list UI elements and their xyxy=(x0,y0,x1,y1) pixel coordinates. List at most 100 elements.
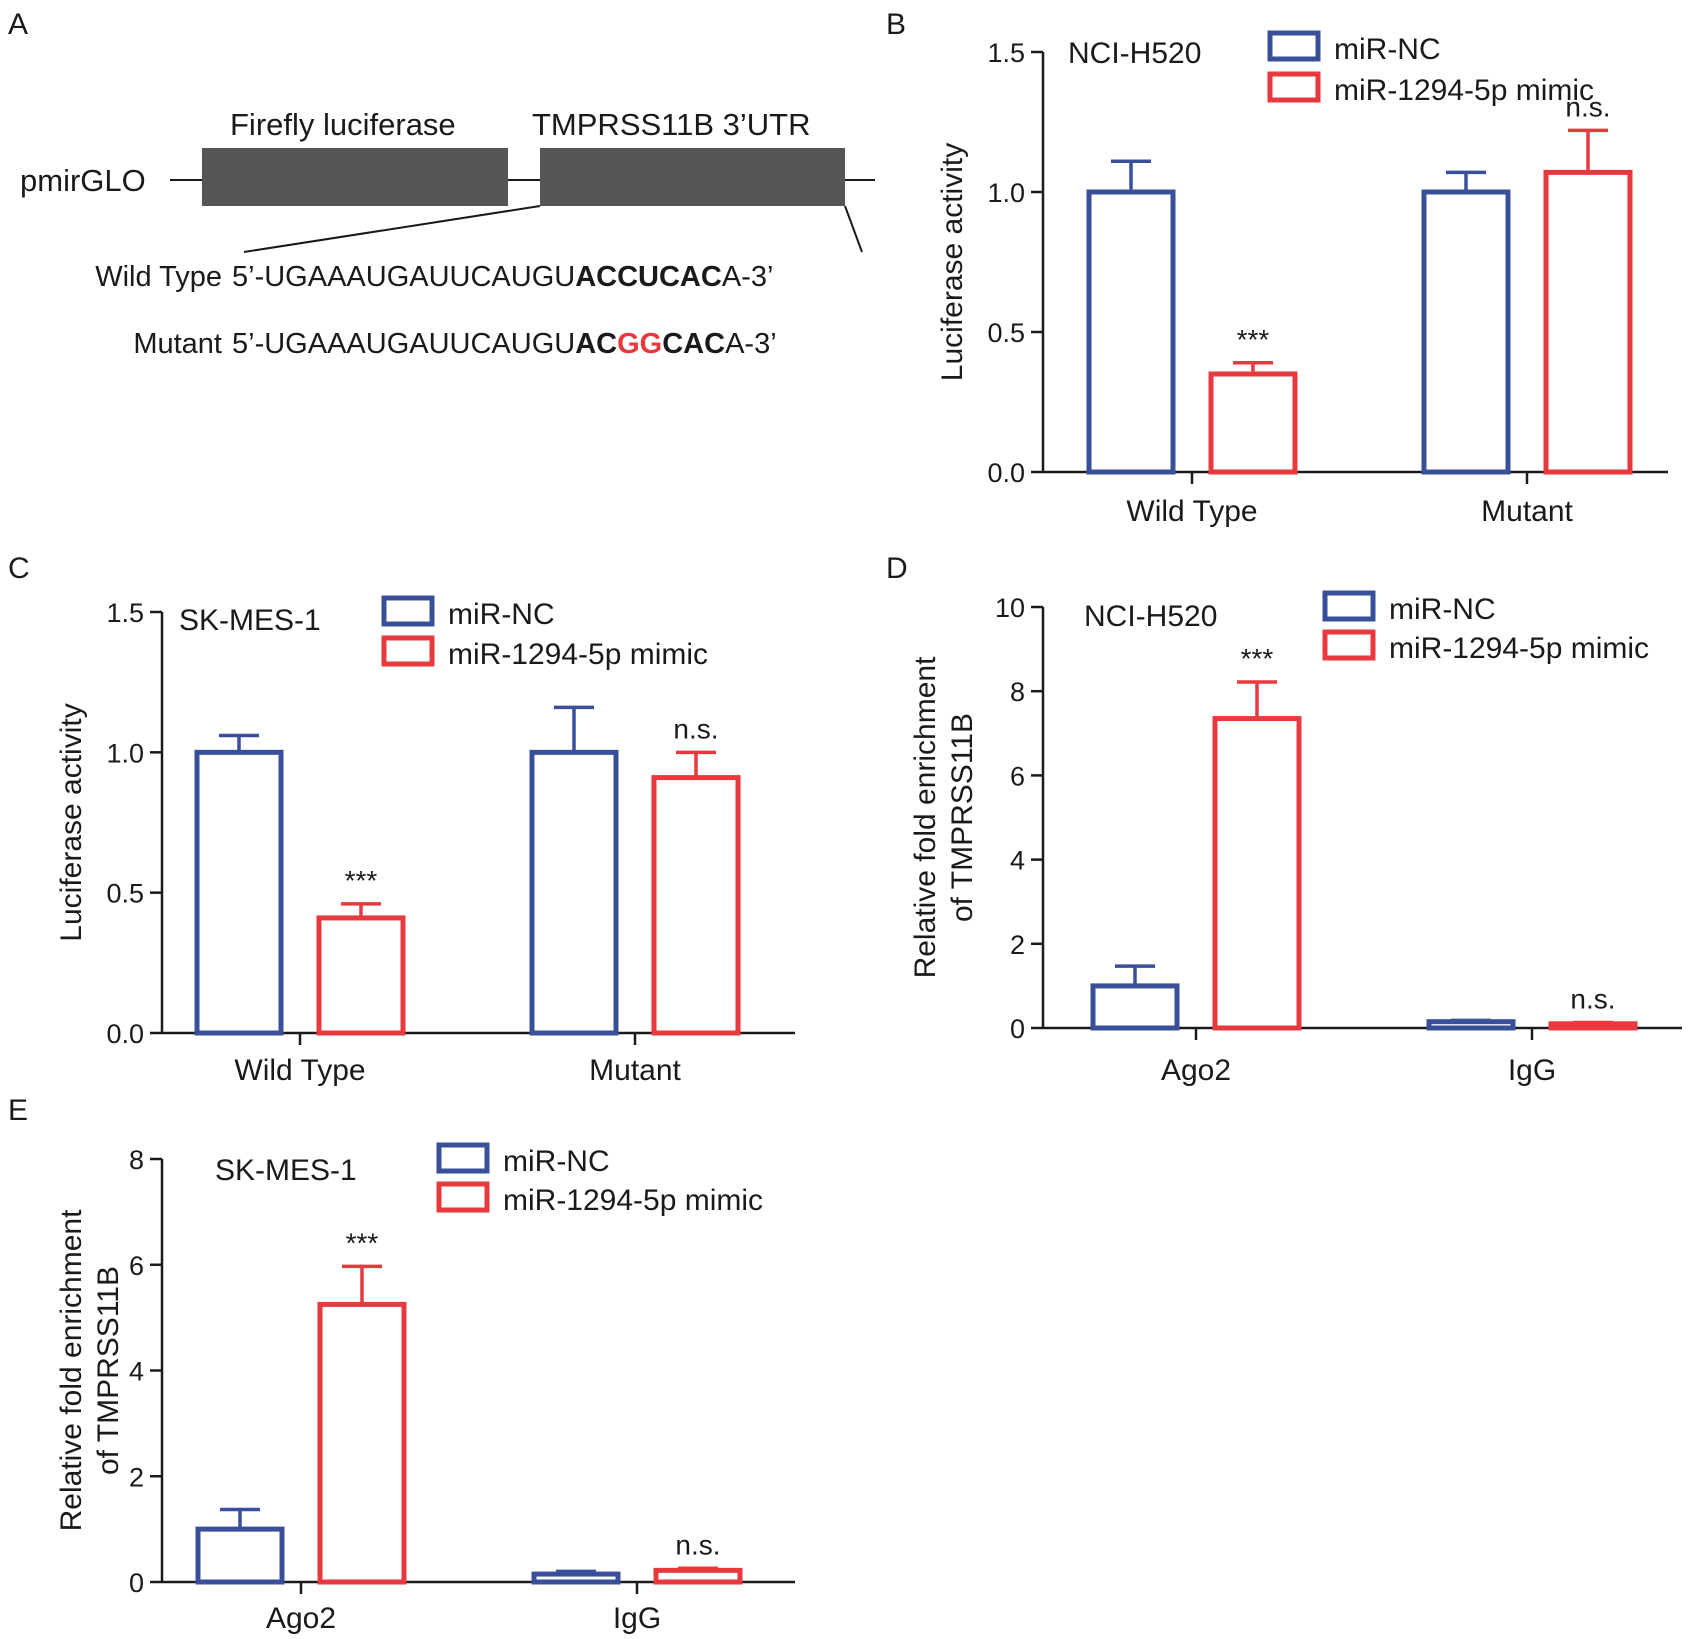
legend-label-mir-nc: miR-NC xyxy=(448,598,555,631)
significance-stars: *** xyxy=(345,865,378,896)
bar-mimic-igg xyxy=(1548,1021,1638,1031)
y-axis-label-line2: of TMPRSS11B xyxy=(92,1266,125,1475)
zoom-line-left xyxy=(243,205,541,253)
legend-label-mimic: miR-1294-5p mimic xyxy=(1389,632,1649,665)
bar-mir-nc-ago2 xyxy=(1090,983,1180,1031)
y-tick-label: 2 xyxy=(129,1462,144,1492)
legend-label-mimic: miR-1294-5p mimic xyxy=(1334,74,1594,107)
legend-label-mir-nc: miR-NC xyxy=(503,1145,610,1178)
legend-label-mir-nc: miR-NC xyxy=(1334,33,1441,66)
legend-swatch-mimic xyxy=(1322,629,1376,661)
bar-mimic-igg xyxy=(653,1567,743,1585)
utr-box xyxy=(540,148,845,206)
x-category-label: Mutant xyxy=(589,1054,681,1087)
cell-line-title: SK-MES-1 xyxy=(215,1154,357,1187)
legend-swatch-mimic xyxy=(436,1181,490,1213)
y-tick-label: 4 xyxy=(129,1357,144,1387)
bar-mimic-ago2 xyxy=(1212,716,1302,1031)
firefly-luciferase-label: Firefly luciferase xyxy=(230,107,456,142)
significance-stars: *** xyxy=(346,1227,379,1258)
mutant-label: Mutant xyxy=(133,328,222,360)
y-tick-label: 8 xyxy=(1010,677,1025,707)
mut-seq-seed-2: CAC xyxy=(662,328,725,360)
bar-mir-nc-ago2 xyxy=(195,1526,285,1585)
bar-mimic-mutant xyxy=(1543,169,1633,475)
y-tick-label: 0.5 xyxy=(106,879,144,909)
y-axis-label: Luciferase activity xyxy=(55,703,88,941)
wild-type-sequence: 5’-UGAAAUGAUUCAUGUACCUCACA-3’ xyxy=(232,261,773,293)
chart-panel-b: 0.0 0.5 1.0 1.5 Luciferase activity NCI-H520 m… xyxy=(936,30,1668,528)
bar-mir-nc-igg xyxy=(1426,1019,1516,1031)
panel-letter-b: B xyxy=(886,8,906,41)
y-tick-label: 1.5 xyxy=(987,38,1025,68)
y-axis-label: Relative fold enrichment xyxy=(55,1209,88,1531)
x-category-label: Wild Type xyxy=(234,1054,365,1087)
significance-stars: *** xyxy=(1237,324,1270,355)
x-category-label: Wild Type xyxy=(1126,495,1257,528)
pmirglo-label: pmirGLO xyxy=(20,163,146,198)
y-tick-label: 4 xyxy=(1010,846,1025,876)
chart-panel-d: 0 2 4 6 8 10 Relative fold enrichment of TMPRSS… xyxy=(909,590,1682,1087)
bar-mir-nc-mutant xyxy=(1421,189,1511,475)
y-tick-label: 0.0 xyxy=(987,458,1025,488)
y-tick-label: 0 xyxy=(1010,1014,1025,1044)
significance-ns: n.s. xyxy=(1565,91,1610,122)
legend-label-mir-nc: miR-NC xyxy=(1389,593,1496,626)
y-tick-label: 6 xyxy=(1010,761,1025,791)
y-tick-label: 0.0 xyxy=(106,1019,144,1049)
wt-seq-suffix: A-3’ xyxy=(722,261,774,293)
legend-label-mimic: miR-1294-5p mimic xyxy=(503,1184,763,1217)
bar-mimic-wild-type xyxy=(316,915,406,1036)
y-tick-label: 2 xyxy=(1010,930,1025,960)
y-tick-label: 1.0 xyxy=(106,738,144,768)
y-tick-label: 0 xyxy=(129,1568,144,1598)
legend-swatch-mir-nc xyxy=(1322,590,1376,622)
panel-letter-a: A xyxy=(8,8,28,41)
significance-ns: n.s. xyxy=(1570,984,1615,1015)
tmprss11b-utr-label: TMPRSS11B 3’UTR xyxy=(532,107,811,142)
mut-seq-mutation: GG xyxy=(617,328,662,360)
bar-mir-nc-wild-type xyxy=(194,749,284,1036)
mutant-sequence: 5’-UGAAAUGAUUCAUGUACGGCACA-3’ xyxy=(232,328,777,360)
x-category-label: Ago2 xyxy=(1161,1054,1231,1087)
x-category-label: IgG xyxy=(613,1602,661,1634)
x-category-label: Ago2 xyxy=(266,1602,336,1634)
legend-swatch-mir-nc xyxy=(381,595,435,627)
panel-a-construct-schematic: A Firefly luciferase TMPRSS11B 3’UTR pmi… xyxy=(8,8,875,360)
significance-stars: *** xyxy=(1241,643,1274,674)
y-axis-label: Luciferase activity xyxy=(936,143,969,381)
y-tick-label: 1.5 xyxy=(106,598,144,628)
significance-ns: n.s. xyxy=(673,713,718,744)
bar-mimic-ago2 xyxy=(317,1301,407,1585)
x-category-label: IgG xyxy=(1508,1054,1556,1087)
panel-letter-d: D xyxy=(886,552,908,585)
wt-seq-seed: ACCUCAC xyxy=(575,261,722,293)
panel-letter-c: C xyxy=(8,552,30,585)
significance-ns: n.s. xyxy=(675,1529,720,1560)
mut-seq-seed-1: AC xyxy=(575,328,617,360)
chart-panel-e: 0 2 4 6 8 Relative fold enrichment of TMPRSS11… xyxy=(55,1142,795,1635)
chart-panel-c: 0.0 0.5 1.0 1.5 Luciferase activity SK-MES-1 m… xyxy=(55,595,795,1087)
y-tick-label: 0.5 xyxy=(987,318,1025,348)
y-tick-label: 6 xyxy=(129,1251,144,1281)
mut-seq-prefix: 5’-UGAAAUGAUUCAUGU xyxy=(232,328,575,360)
firefly-luciferase-box xyxy=(202,148,508,206)
x-category-label: Mutant xyxy=(1481,495,1573,528)
legend-label-mimic: miR-1294-5p mimic xyxy=(448,638,708,671)
y-axis-label-line2: of TMPRSS11B xyxy=(946,713,979,922)
zoom-line-right xyxy=(844,205,863,253)
legend-swatch-mir-nc xyxy=(436,1142,490,1174)
bar-mir-nc-igg xyxy=(531,1571,621,1585)
cell-line-title: NCI-H520 xyxy=(1068,37,1201,70)
wild-type-label: Wild Type xyxy=(95,261,222,293)
bar-mimic-mutant xyxy=(651,775,741,1036)
bar-mir-nc-wild-type xyxy=(1086,189,1176,475)
mut-seq-suffix: A-3’ xyxy=(725,328,777,360)
y-tick-label: 8 xyxy=(129,1145,144,1175)
wt-seq-prefix: 5’-UGAAAUGAUUCAUGU xyxy=(232,261,575,293)
y-tick-label: 1.0 xyxy=(987,178,1025,208)
cell-line-title: NCI-H520 xyxy=(1084,600,1217,633)
bar-mir-nc-mutant xyxy=(529,749,619,1036)
bar-mimic-wild-type xyxy=(1208,371,1298,475)
